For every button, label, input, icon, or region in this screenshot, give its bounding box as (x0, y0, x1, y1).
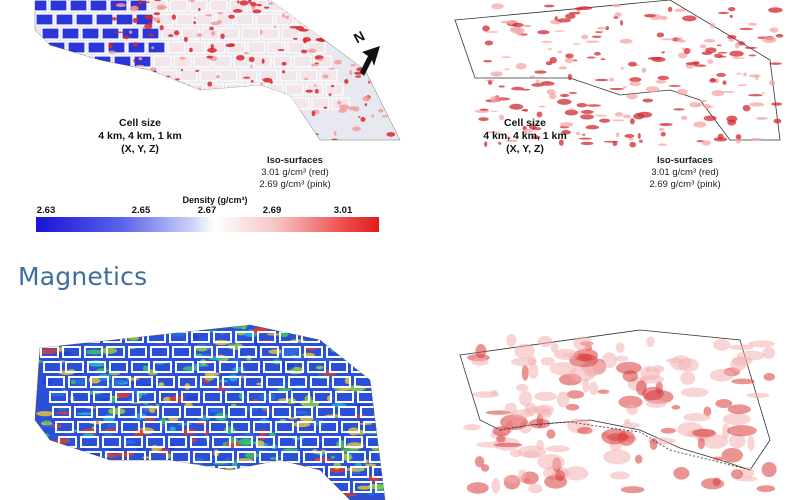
gravity-isosurface-view (440, 0, 790, 150)
cell-size-title: Cell size (118, 117, 162, 129)
cell-size-axes: (X, Y, Z) (506, 143, 544, 155)
iso-surfaces-title: Iso-surfaces (267, 155, 323, 166)
iso-surfaces-label-right: Iso-surfaces 3.01 g/cm³ (red) 2.69 g/cm³… (630, 155, 740, 191)
section-title-magnetics: Magnetics (18, 262, 148, 291)
colorbar-tick: 2.67 (197, 205, 217, 216)
iso-surfaces-red: 3.01 g/cm³ (red) (261, 167, 329, 178)
cell-size-label-left: Cell size 4 km, 4 km, 1 km (X, Y, Z) (80, 117, 200, 156)
iso-surfaces-label-left: Iso-surfaces 3.01 g/cm³ (red) 2.69 g/cm³… (240, 155, 350, 191)
iso-surfaces-title: Iso-surfaces (657, 155, 713, 166)
colorbar-title: Density (g/cm³) (182, 195, 248, 205)
cell-size-axes: (X, Y, Z) (121, 143, 159, 155)
north-arrow-icon (352, 32, 386, 78)
colorbar-tick: 3.01 (333, 205, 353, 216)
gravity-grid-view (20, 0, 410, 150)
magnetics-isosurface-view (440, 320, 790, 500)
cell-size-dims: 4 km, 4 km, 1 km (483, 130, 567, 142)
iso-surfaces-red: 3.01 g/cm³ (red) (651, 167, 719, 178)
colorbar-tick: 2.63 (36, 205, 56, 216)
colorbar-tick: 2.69 (262, 205, 282, 216)
iso-surfaces-pink: 2.69 g/cm³ (pink) (649, 179, 721, 190)
iso-surfaces-pink: 2.69 g/cm³ (pink) (259, 179, 331, 190)
density-colorbar (36, 217, 379, 232)
colorbar-tick: 2.65 (131, 205, 151, 216)
cell-size-label-right: Cell size 4 km, 4 km, 1 km (X, Y, Z) (465, 117, 585, 156)
cell-size-title: Cell size (503, 117, 547, 129)
magnetics-grid-view (30, 320, 400, 500)
cell-size-dims: 4 km, 4 km, 1 km (98, 130, 182, 142)
